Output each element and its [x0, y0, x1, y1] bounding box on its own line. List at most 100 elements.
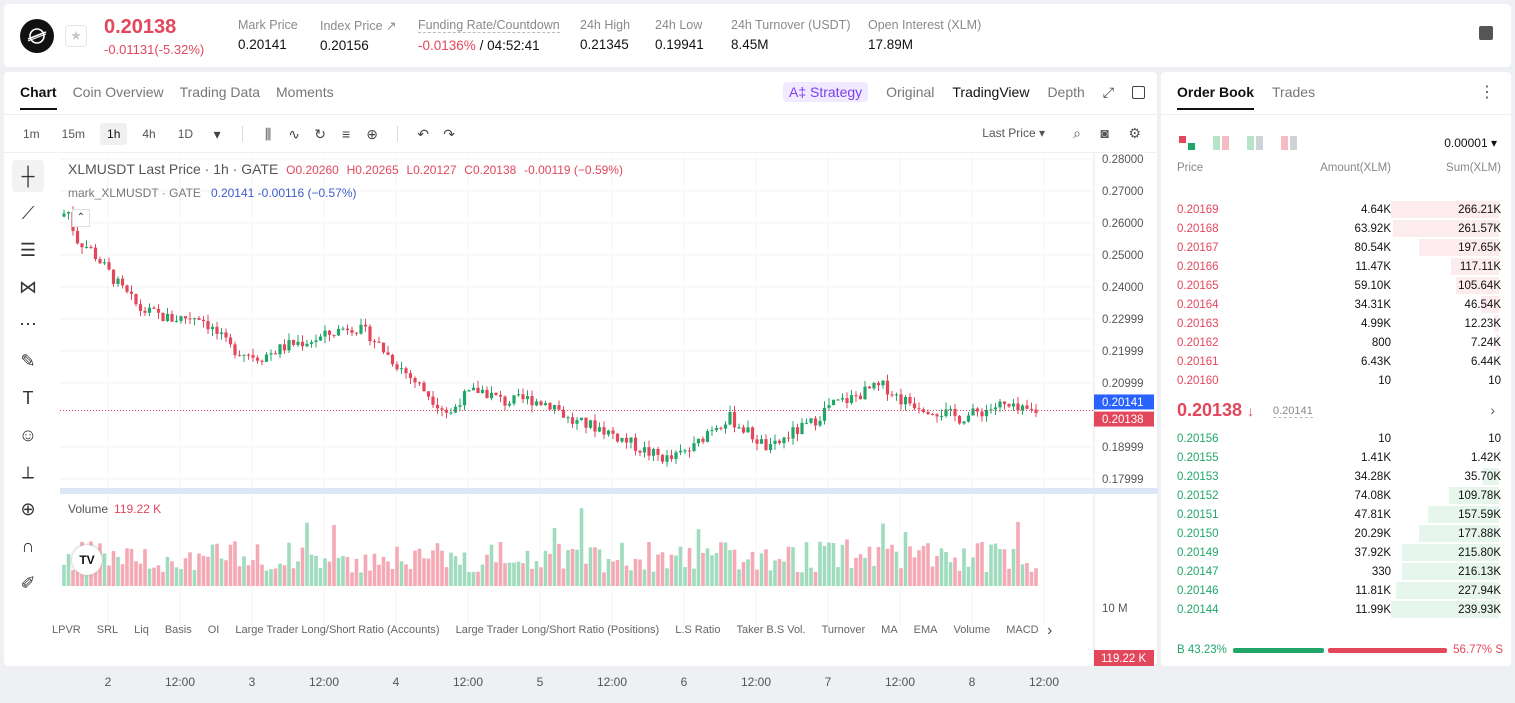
view-both-alt-icon[interactable]: [1213, 136, 1229, 150]
chevron-down-icon[interactable]: ▾: [213, 126, 221, 142]
horizontal-lines-icon[interactable]: ☰: [19, 239, 37, 260]
bid-row[interactable]: 0.20155 1.41K 1.42K: [1161, 448, 1511, 467]
strategy-button[interactable]: A‡ Strategy: [782, 82, 869, 102]
view-both-icon[interactable]: [1179, 136, 1195, 150]
redo-icon[interactable]: ↷: [443, 126, 455, 142]
pattern-icon[interactable]: ⋈: [19, 276, 37, 297]
indicator-ema[interactable]: EMA: [913, 624, 938, 636]
funding-rate-value: -0.0136%: [418, 38, 476, 53]
ask-row[interactable]: 0.20169 4.64K 266.21K: [1161, 200, 1511, 219]
chevron-right-icon[interactable]: ›: [1490, 402, 1495, 418]
ask-row[interactable]: 0.20168 63.92K 261.57K: [1161, 219, 1511, 238]
emoji-icon[interactable]: ☺: [18, 424, 38, 445]
candle-body: [944, 409, 948, 417]
bid-row[interactable]: 0.20153 34.28K 35.70K: [1161, 467, 1511, 486]
camera-icon[interactable]: ◙: [1100, 125, 1109, 141]
candle-body: [755, 439, 759, 444]
view-depth[interactable]: Depth: [1047, 84, 1085, 100]
ask-row[interactable]: 0.20160 10 10: [1161, 371, 1511, 390]
chevron-right-icon[interactable]: ›: [1047, 622, 1053, 639]
trend-line-icon[interactable]: ⟋: [21, 202, 35, 223]
tab-order-book[interactable]: Order Book: [1177, 84, 1255, 110]
volume-bar: [453, 556, 458, 586]
volume-bar: [287, 542, 291, 586]
stat-funding-rate[interactable]: Funding Rate/Countdown -0.0136% / 04:52:…: [418, 18, 560, 53]
timeframe-1m[interactable]: 1m: [23, 127, 40, 141]
ask-row[interactable]: 0.20162 800 7.24K: [1161, 333, 1511, 352]
indicator-volume[interactable]: Volume: [953, 624, 991, 636]
candle-body: [165, 313, 170, 321]
brush-icon[interactable]: ✎: [20, 350, 36, 371]
tab-chart[interactable]: Chart: [20, 84, 57, 110]
indicator-turnover[interactable]: Turnover: [821, 624, 866, 636]
bid-row[interactable]: 0.20156 10 10: [1161, 429, 1511, 448]
indicator-large-trader-long-short-ratio-accounts-[interactable]: Large Trader Long/Short Ratio (Accounts): [235, 624, 440, 636]
add-alert-icon[interactable]: ⊕: [366, 126, 378, 142]
ask-row[interactable]: 0.20161 6.43K 6.44K: [1161, 352, 1511, 371]
timeframe-1h[interactable]: 1h: [100, 123, 128, 145]
search-icon[interactable]: ⌕: [1073, 125, 1081, 141]
precision-select[interactable]: 0.00001 ▾: [1444, 136, 1497, 150]
tradingview-logo-icon[interactable]: TV: [72, 545, 102, 575]
ask-row[interactable]: 0.20164 34.31K 46.54K: [1161, 295, 1511, 314]
chart-area[interactable]: 0.28000 0.27000 0.26000 0.25000 0.24000 0.229…: [60, 153, 1158, 689]
ask-row[interactable]: 0.20165 59.10K 105.64K: [1161, 276, 1511, 295]
indicator-lpvr[interactable]: LPVR: [52, 624, 81, 636]
bid-row[interactable]: 0.20147 330 216.13K: [1161, 562, 1511, 581]
ask-row[interactable]: 0.20163 4.99K 12.23K: [1161, 314, 1511, 333]
view-original[interactable]: Original: [886, 84, 935, 100]
favorite-star-icon[interactable]: ★: [65, 25, 87, 47]
candle-body: [930, 414, 935, 416]
indicator-liq[interactable]: Liq: [134, 624, 149, 636]
tab-trading-data[interactable]: Trading Data: [179, 84, 261, 100]
zoom-in-icon[interactable]: ⊕: [20, 498, 36, 519]
refresh-icon[interactable]: ↻: [314, 126, 326, 142]
candle-body: [318, 336, 323, 341]
magnet-icon[interactable]: ∩: [21, 535, 35, 556]
bid-row[interactable]: 0.20146 11.81K 227.94K: [1161, 581, 1511, 600]
indicator-macd[interactable]: MACD: [1006, 624, 1039, 636]
view-tradingview[interactable]: TradingView: [952, 84, 1030, 100]
indicator-large-trader-long-short-ratio-positions-[interactable]: Large Trader Long/Short Ratio (Positions…: [455, 624, 660, 636]
collapse-legend-icon[interactable]: ⌃: [72, 209, 90, 227]
bid-row[interactable]: 0.20144 11.99K 239.93K: [1161, 600, 1511, 619]
pencil-lock-icon[interactable]: ✐: [20, 572, 36, 593]
candlestick-chart[interactable]: 0.28000 0.27000 0.26000 0.25000 0.24000 0.229…: [60, 153, 1158, 698]
indicator-oi[interactable]: OI: [207, 624, 220, 636]
indicator-taker-b-s-vol-[interactable]: Taker B.S Vol.: [736, 624, 806, 636]
ruler-icon[interactable]: ⟂: [21, 461, 34, 482]
undo-icon[interactable]: ↶: [417, 126, 429, 142]
indicator-basis[interactable]: Basis: [164, 624, 192, 636]
more-menu-icon[interactable]: ⋮: [1479, 84, 1495, 101]
timeframe-1d[interactable]: 1D: [177, 127, 194, 141]
indicator-ma[interactable]: MA: [881, 624, 898, 636]
bid-row[interactable]: 0.20150 20.29K 177.88K: [1161, 524, 1511, 543]
gear-icon[interactable]: ⚙: [1128, 125, 1141, 141]
settings-list-icon[interactable]: ≡: [341, 126, 351, 142]
tab-trades[interactable]: Trades: [1272, 84, 1316, 100]
window-icon[interactable]: [1132, 85, 1145, 99]
timeframe-4h[interactable]: 4h: [142, 127, 156, 141]
bid-row[interactable]: 0.20152 74.08K 109.78K: [1161, 486, 1511, 505]
expand-icon[interactable]: ⤢: [1102, 83, 1114, 100]
text-icon[interactable]: T: [22, 387, 34, 408]
bid-row[interactable]: 0.20151 47.81K 157.59K: [1161, 505, 1511, 524]
view-bids-icon[interactable]: [1247, 136, 1263, 150]
indicators-icon[interactable]: ∿: [288, 126, 300, 142]
crosshair-icon[interactable]: ┼: [12, 160, 44, 192]
indicator-srl[interactable]: SRL: [96, 624, 119, 636]
tab-coin-overview[interactable]: Coin Overview: [72, 84, 164, 100]
fib-icon[interactable]: ⋯: [19, 313, 37, 334]
timeframe-15m[interactable]: 15m: [61, 127, 86, 141]
candle-type-icon[interactable]: ⫼: [264, 126, 272, 142]
mid-price[interactable]: 0.20138 ↓: [1177, 400, 1254, 421]
book-icon[interactable]: [1479, 26, 1493, 40]
ask-row[interactable]: 0.20166 11.47K 117.11K: [1161, 257, 1511, 276]
view-asks-icon[interactable]: [1281, 136, 1297, 150]
bid-row[interactable]: 0.20149 37.92K 215.80K: [1161, 543, 1511, 562]
ask-row[interactable]: 0.20167 80.54K 197.65K: [1161, 238, 1511, 257]
tab-moments[interactable]: Moments: [276, 84, 334, 100]
indicator-l-s-ratio[interactable]: L.S Ratio: [675, 624, 721, 636]
last-price-select[interactable]: Last Price ▾: [982, 126, 1045, 140]
stat-index-price[interactable]: Index Price ↗ 0.20156: [320, 18, 396, 53]
